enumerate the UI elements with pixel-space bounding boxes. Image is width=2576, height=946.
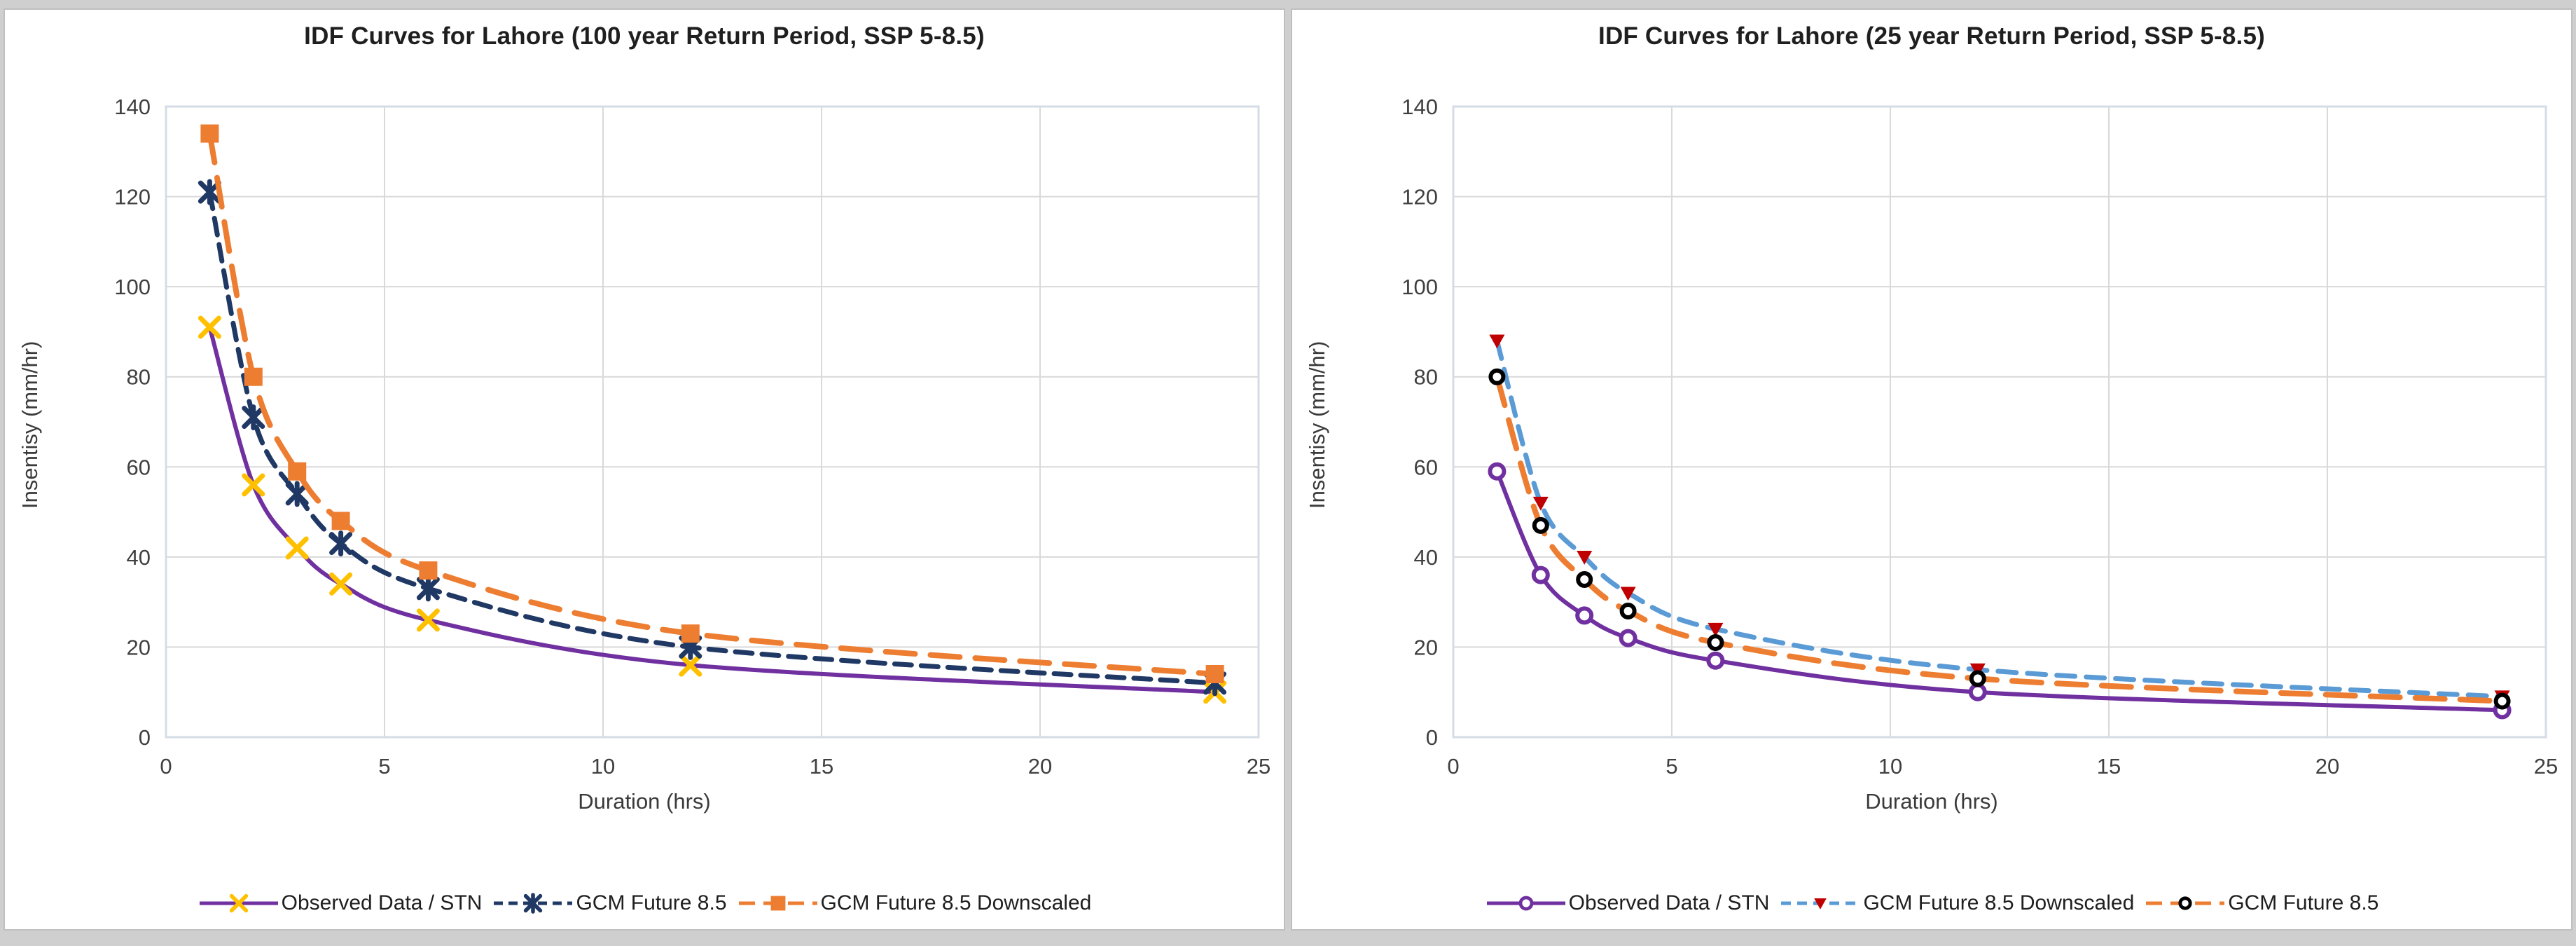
svg-text:20: 20	[1414, 635, 1438, 659]
svg-text:25: 25	[2534, 754, 2558, 779]
legend-item: GCM Future 8.5	[492, 891, 727, 915]
svg-text:5: 5	[378, 754, 390, 779]
legend-marker-gcm85-icon	[492, 891, 574, 915]
legend-marker-observed-icon	[1485, 891, 1567, 915]
legend-label: GCM Future 8.5 Downscaled	[1863, 891, 2135, 914]
svg-text:15: 15	[2097, 754, 2121, 779]
legend-25yr: Observed Data / STN GCM Future 8.5 Downs…	[1292, 891, 2571, 915]
legend-100yr: Observed Data / STN GCM Future 8.5 GCM F…	[5, 891, 1284, 915]
legend-marker-observed-icon	[198, 891, 280, 915]
svg-text:0: 0	[160, 754, 172, 779]
svg-text:80: 80	[127, 365, 151, 390]
x-axis-title: Duration (hrs)	[578, 789, 711, 814]
plot-area-25yr: 0 20 40 60 80 100 120 140 0 5 10 15 20 25	[1401, 95, 2558, 779]
svg-text:120: 120	[1401, 185, 1438, 210]
svg-text:100: 100	[1401, 275, 1438, 299]
legend-label: GCM Future 8.5 Downscaled	[820, 891, 1092, 914]
legend-label: Observed Data / STN	[281, 891, 483, 914]
chart-panel-100yr: IDF Curves for Lahore (100 year Return P…	[4, 8, 1285, 931]
chart-title-25yr: IDF Curves for Lahore (25 year Return Pe…	[1598, 22, 2265, 50]
chart-title-100yr: IDF Curves for Lahore (100 year Return P…	[304, 22, 985, 50]
legend-label: GCM Future 8.5	[576, 891, 727, 914]
chart-panel-25yr: IDF Curves for Lahore (25 year Return Pe…	[1291, 8, 2572, 931]
svg-text:0: 0	[1447, 754, 1459, 779]
legend-item: GCM Future 8.5	[2144, 891, 2378, 915]
svg-text:5: 5	[1666, 754, 1677, 779]
svg-text:20: 20	[1028, 754, 1052, 779]
x-axis-title: Duration (hrs)	[1865, 789, 1998, 814]
svg-text:40: 40	[1414, 545, 1438, 570]
svg-text:10: 10	[1878, 754, 1902, 779]
legend-item: Observed Data / STN	[1485, 891, 1770, 915]
svg-text:100: 100	[114, 275, 151, 299]
svg-text:0: 0	[1426, 725, 1438, 750]
legend-marker-downscaled-icon	[1779, 891, 1862, 915]
svg-text:60: 60	[127, 455, 151, 479]
svg-text:120: 120	[114, 185, 151, 210]
svg-text:20: 20	[127, 635, 151, 659]
svg-text:0: 0	[139, 725, 151, 750]
y-axis-title: Insentisy (mm/hr)	[1305, 341, 1329, 509]
svg-text:60: 60	[1414, 455, 1438, 479]
svg-text:80: 80	[1414, 365, 1438, 390]
legend-label: Observed Data / STN	[1568, 891, 1770, 914]
legend-label: GCM Future 8.5	[2228, 891, 2379, 914]
legend-item: GCM Future 8.5 Downscaled	[1779, 891, 2134, 915]
svg-text:20: 20	[2315, 754, 2339, 779]
legend-item: Observed Data / STN	[198, 891, 483, 915]
legend-item: GCM Future 8.5 Downscaled	[737, 891, 1092, 915]
svg-text:40: 40	[127, 545, 151, 570]
legend-marker-gcm85-icon	[2144, 891, 2227, 915]
plot-area-100yr: 0 20 40 60 80 100 120 140 0 5 10 15 20 25	[114, 95, 1270, 779]
svg-text:140: 140	[1401, 95, 1438, 119]
y-axis-title: Insentisy (mm/hr)	[18, 341, 42, 509]
svg-text:25: 25	[1247, 754, 1270, 779]
svg-text:15: 15	[810, 754, 833, 779]
svg-text:10: 10	[591, 754, 615, 779]
legend-marker-downscaled-icon	[737, 891, 819, 915]
svg-text:140: 140	[114, 95, 151, 119]
